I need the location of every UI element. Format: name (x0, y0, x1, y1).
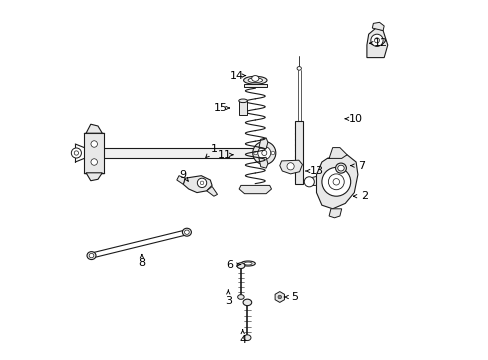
Circle shape (321, 167, 350, 196)
Bar (84, 133, 104, 173)
Circle shape (91, 141, 97, 147)
Polygon shape (366, 28, 387, 58)
Ellipse shape (89, 253, 94, 258)
Polygon shape (371, 22, 384, 31)
Text: 15: 15 (214, 103, 227, 113)
Circle shape (257, 147, 270, 159)
Text: 12: 12 (373, 38, 387, 48)
Text: 11: 11 (217, 150, 231, 160)
Circle shape (200, 181, 203, 185)
Bar (295, 121, 303, 184)
Polygon shape (326, 148, 346, 158)
Text: 7: 7 (357, 161, 365, 171)
Circle shape (370, 34, 382, 46)
Text: 10: 10 (348, 114, 363, 124)
Ellipse shape (244, 262, 251, 265)
Circle shape (261, 150, 266, 156)
Bar (244, 84, 266, 87)
Text: 6: 6 (226, 260, 233, 270)
Ellipse shape (247, 78, 262, 82)
Ellipse shape (241, 261, 255, 266)
Polygon shape (258, 138, 267, 149)
Text: 3: 3 (224, 296, 231, 306)
Polygon shape (183, 176, 212, 193)
Ellipse shape (244, 335, 250, 341)
Polygon shape (275, 292, 284, 302)
Circle shape (270, 151, 274, 155)
Ellipse shape (251, 76, 258, 81)
Circle shape (252, 141, 275, 165)
Ellipse shape (243, 299, 251, 306)
Ellipse shape (184, 230, 189, 234)
Text: 8: 8 (138, 258, 145, 268)
Ellipse shape (237, 263, 244, 269)
Circle shape (286, 163, 294, 170)
Ellipse shape (335, 163, 346, 173)
Circle shape (277, 295, 281, 299)
Ellipse shape (237, 294, 244, 300)
Polygon shape (239, 185, 271, 194)
Ellipse shape (337, 165, 344, 171)
Text: 13: 13 (309, 166, 323, 176)
Circle shape (328, 174, 344, 190)
Text: 5: 5 (291, 292, 298, 302)
Text: 14: 14 (230, 71, 244, 81)
Ellipse shape (238, 99, 247, 103)
Circle shape (74, 151, 79, 155)
Circle shape (374, 38, 379, 43)
Text: 9: 9 (180, 170, 186, 180)
Circle shape (332, 179, 339, 185)
Circle shape (91, 159, 97, 165)
Text: 2: 2 (361, 191, 368, 201)
Circle shape (262, 160, 265, 163)
Circle shape (253, 151, 257, 155)
Ellipse shape (243, 76, 266, 84)
Polygon shape (86, 173, 102, 181)
Polygon shape (316, 155, 357, 209)
Text: 1: 1 (210, 144, 217, 154)
Bar (238, 101, 247, 115)
Circle shape (197, 178, 206, 188)
Ellipse shape (182, 228, 191, 236)
Circle shape (71, 148, 81, 158)
Circle shape (304, 177, 314, 187)
Polygon shape (328, 209, 341, 218)
Circle shape (262, 143, 265, 146)
Ellipse shape (87, 252, 96, 260)
Ellipse shape (296, 67, 301, 70)
Polygon shape (206, 186, 217, 196)
Polygon shape (279, 160, 302, 174)
Polygon shape (258, 157, 267, 168)
Text: 4: 4 (239, 335, 246, 345)
Polygon shape (305, 176, 316, 185)
Bar (99, 148, 265, 158)
Polygon shape (86, 124, 102, 133)
Polygon shape (177, 176, 185, 184)
